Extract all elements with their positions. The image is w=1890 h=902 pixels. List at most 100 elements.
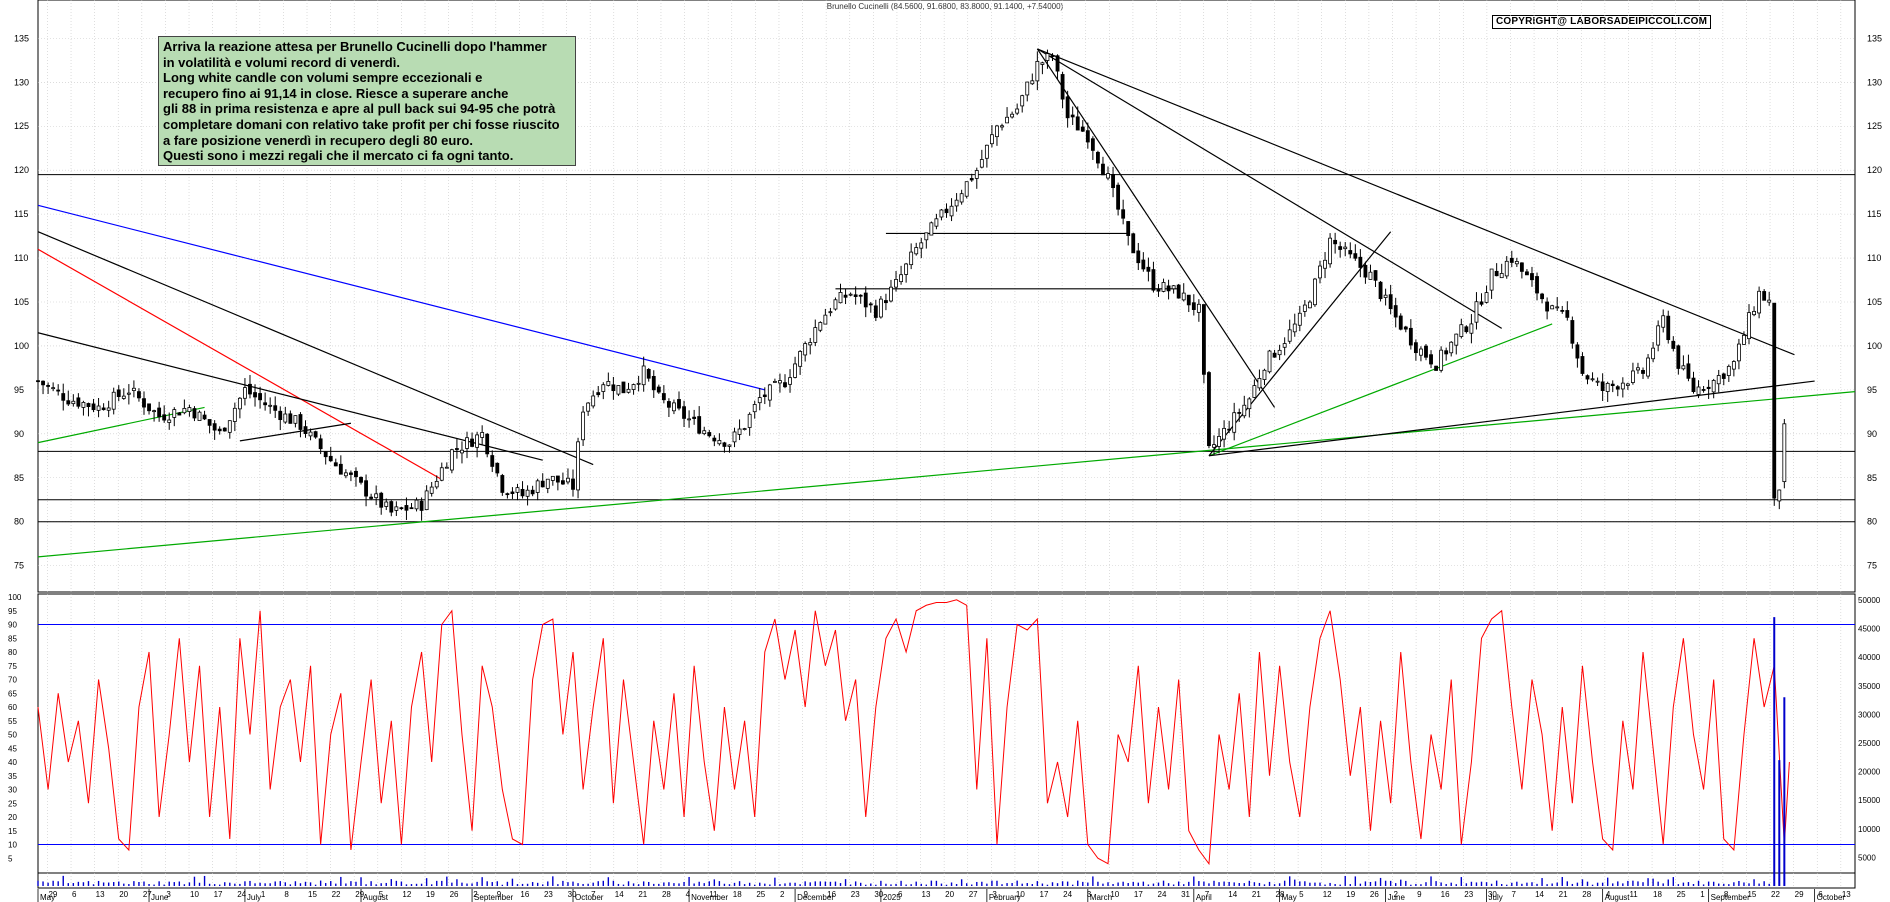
- oscillator-y-tick-label: 50: [8, 731, 17, 740]
- day-tick-label: 28: [1276, 890, 1285, 899]
- candle-body: [1474, 301, 1479, 323]
- candle-body: [237, 397, 242, 410]
- month-tick-label: June: [151, 893, 169, 902]
- candle-body: [959, 193, 964, 203]
- candle-body: [212, 423, 217, 431]
- candle-body: [969, 178, 974, 181]
- candle-body: [833, 299, 838, 310]
- month-tick-label: August: [363, 893, 389, 902]
- candle-body: [1272, 352, 1277, 358]
- candle-body: [409, 507, 414, 510]
- day-tick-label: 15: [308, 890, 317, 899]
- candle-body: [1378, 281, 1383, 300]
- day-tick-label: 2: [473, 890, 478, 899]
- candle-body: [1201, 304, 1206, 375]
- candle-body: [1514, 261, 1519, 265]
- candle-body: [1560, 309, 1565, 312]
- month-tick-label: May: [40, 893, 55, 902]
- day-tick-label: 30: [568, 890, 577, 899]
- candle-body: [1383, 294, 1388, 298]
- candle-body: [263, 402, 268, 406]
- day-tick-label: 12: [402, 890, 411, 899]
- candle-body: [1469, 323, 1474, 334]
- candle-body: [737, 428, 742, 435]
- oscillator-y-tick-label: 80: [8, 648, 17, 657]
- candle-body: [767, 384, 772, 401]
- trendline: [1037, 48, 1795, 356]
- day-tick-label: 5: [1299, 890, 1304, 899]
- day-tick-label: 25: [756, 890, 765, 899]
- candle-body: [490, 455, 495, 467]
- candle-body: [1106, 173, 1110, 179]
- candle-body: [1222, 427, 1227, 440]
- candle-body: [1287, 329, 1292, 342]
- candle-body: [1519, 262, 1524, 272]
- candle-body: [1010, 113, 1015, 118]
- candle-body: [1096, 151, 1100, 164]
- oscillator-y-tick-label: 95: [8, 607, 17, 616]
- candle-body: [379, 492, 384, 508]
- volume-y-tick-label: 15000: [1858, 796, 1881, 805]
- candle-body: [1585, 375, 1590, 380]
- candle-body: [359, 476, 363, 483]
- candle-body: [1368, 271, 1373, 280]
- day-tick-label: 14: [1228, 890, 1237, 899]
- candle-body: [1000, 125, 1004, 128]
- candle-body: [1575, 344, 1580, 359]
- day-tick-label: 8: [284, 890, 289, 899]
- candle-body: [1338, 246, 1343, 250]
- day-tick-label: 15: [1747, 890, 1756, 899]
- price-y-tick-label-left: 85: [14, 473, 24, 483]
- candle-body: [1408, 327, 1413, 346]
- candle-body: [1615, 386, 1620, 390]
- candle-body: [354, 470, 358, 478]
- price-y-tick-label-right: 105: [1867, 297, 1882, 307]
- day-tick-label: 11: [1629, 890, 1638, 899]
- candle-body: [1530, 273, 1534, 281]
- day-tick-label: 14: [1535, 890, 1544, 899]
- day-tick-label: 26: [450, 890, 459, 899]
- candle-body: [520, 488, 525, 497]
- candle-body: [1696, 386, 1701, 395]
- candle-body: [318, 438, 323, 450]
- candle-body: [101, 407, 106, 411]
- day-tick-label: 18: [733, 890, 742, 899]
- candle-body: [278, 410, 283, 421]
- candle-body: [202, 414, 207, 420]
- candle-body: [172, 409, 177, 418]
- candle-body: [1121, 209, 1126, 219]
- candle-body: [1116, 184, 1121, 210]
- candle-body: [46, 385, 51, 387]
- candle-body: [243, 387, 247, 399]
- candle-body: [929, 222, 934, 236]
- day-tick-label: 11: [709, 890, 718, 899]
- candle-body: [1550, 305, 1555, 310]
- candle-body: [545, 478, 550, 489]
- candle-body: [677, 399, 681, 409]
- candle-body: [884, 300, 888, 304]
- candle-body: [1444, 350, 1449, 355]
- candle-body: [1716, 375, 1721, 385]
- oscillator-y-tick-label: 55: [8, 717, 17, 726]
- candle-body: [1742, 334, 1746, 345]
- day-tick-label: 9: [804, 890, 809, 899]
- candle-body: [535, 480, 540, 493]
- month-tick-label: July: [1489, 893, 1503, 902]
- day-tick-label: 24: [237, 890, 246, 899]
- month-tick-label: October: [575, 893, 604, 902]
- price-panel-frame: [37, 0, 1856, 593]
- day-tick-label: 1: [261, 890, 266, 899]
- candle-body: [328, 455, 333, 462]
- candle-body: [828, 311, 833, 314]
- candle-body: [1449, 341, 1454, 354]
- oscillator-y-tick-label: 45: [8, 744, 17, 753]
- candle-body: [217, 428, 222, 432]
- candle-body: [808, 342, 813, 346]
- candle-body: [1075, 116, 1080, 131]
- price-y-tick-label-right: 90: [1867, 429, 1877, 439]
- oscillator-layer: [37, 599, 1855, 866]
- candle-body: [1711, 380, 1716, 393]
- candle-body: [1666, 315, 1671, 341]
- candle-body: [894, 279, 898, 288]
- candle-body: [783, 382, 787, 388]
